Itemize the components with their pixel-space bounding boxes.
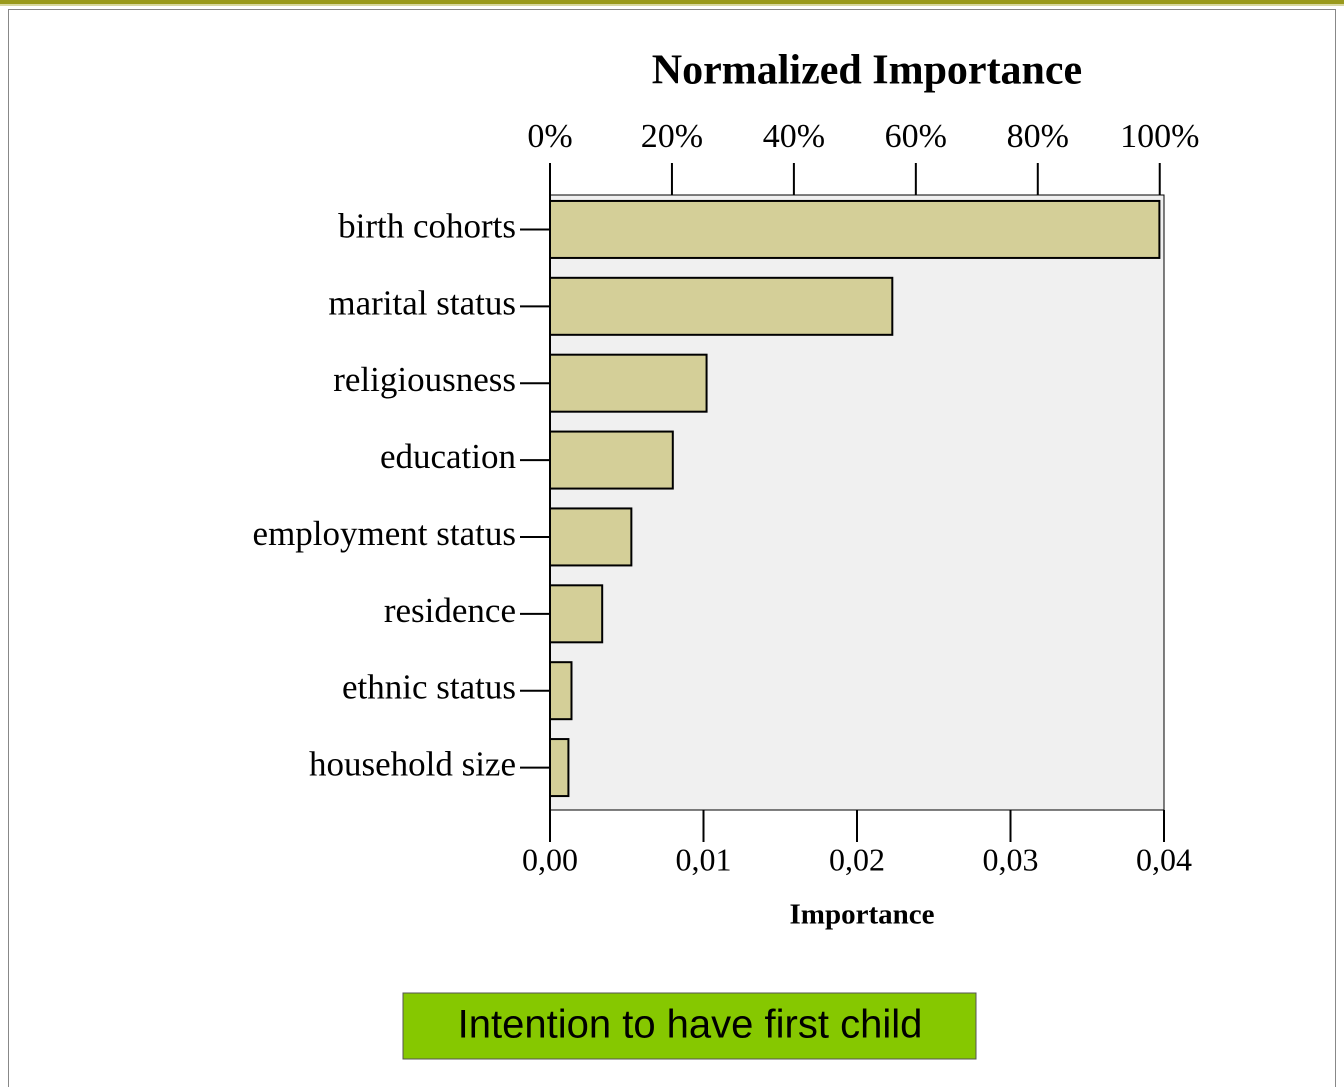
top-border-light	[0, 4, 1344, 6]
bar	[549, 738, 570, 798]
bar	[549, 507, 633, 567]
bar	[549, 430, 674, 490]
bar	[549, 199, 1161, 259]
x-tick-label: 0,02	[829, 841, 885, 877]
slide-frame	[8, 9, 1336, 1087]
x2-tick-label: 80%	[1007, 118, 1069, 155]
x2-tick-label: 100%	[1120, 118, 1199, 155]
x-tick-label: 0,01	[676, 841, 732, 877]
bar	[549, 584, 604, 644]
x2-tick-label: 20%	[641, 118, 703, 155]
caption: Intention to have first child	[458, 1003, 923, 1047]
x-tick-label: 0,03	[983, 841, 1039, 877]
y-tick-label: residence	[384, 591, 516, 630]
y-tick-label: education	[380, 437, 516, 476]
x2-tick-label: 60%	[885, 118, 947, 155]
x2-tick-label: 0%	[527, 118, 572, 155]
bar	[549, 276, 894, 336]
top-axis-title: Normalized Importance	[652, 48, 1082, 94]
x-axis-title: Importance	[790, 899, 935, 931]
y-tick-label: birth cohorts	[338, 206, 516, 245]
y-tick-label: household size	[309, 745, 516, 784]
bar	[549, 661, 573, 721]
caption-box	[402, 992, 977, 1060]
x2-tick-label: 40%	[763, 118, 825, 155]
y-tick-label: marital status	[328, 283, 516, 322]
x-tick-label: 0,00	[522, 841, 578, 877]
top-border	[0, 0, 1344, 4]
y-tick-label: religiousness	[333, 360, 516, 399]
x-tick-label: 0,04	[1136, 841, 1192, 877]
bar	[549, 353, 708, 413]
y-tick-label: employment status	[253, 514, 516, 553]
y-tick-label: ethnic status	[342, 668, 516, 707]
